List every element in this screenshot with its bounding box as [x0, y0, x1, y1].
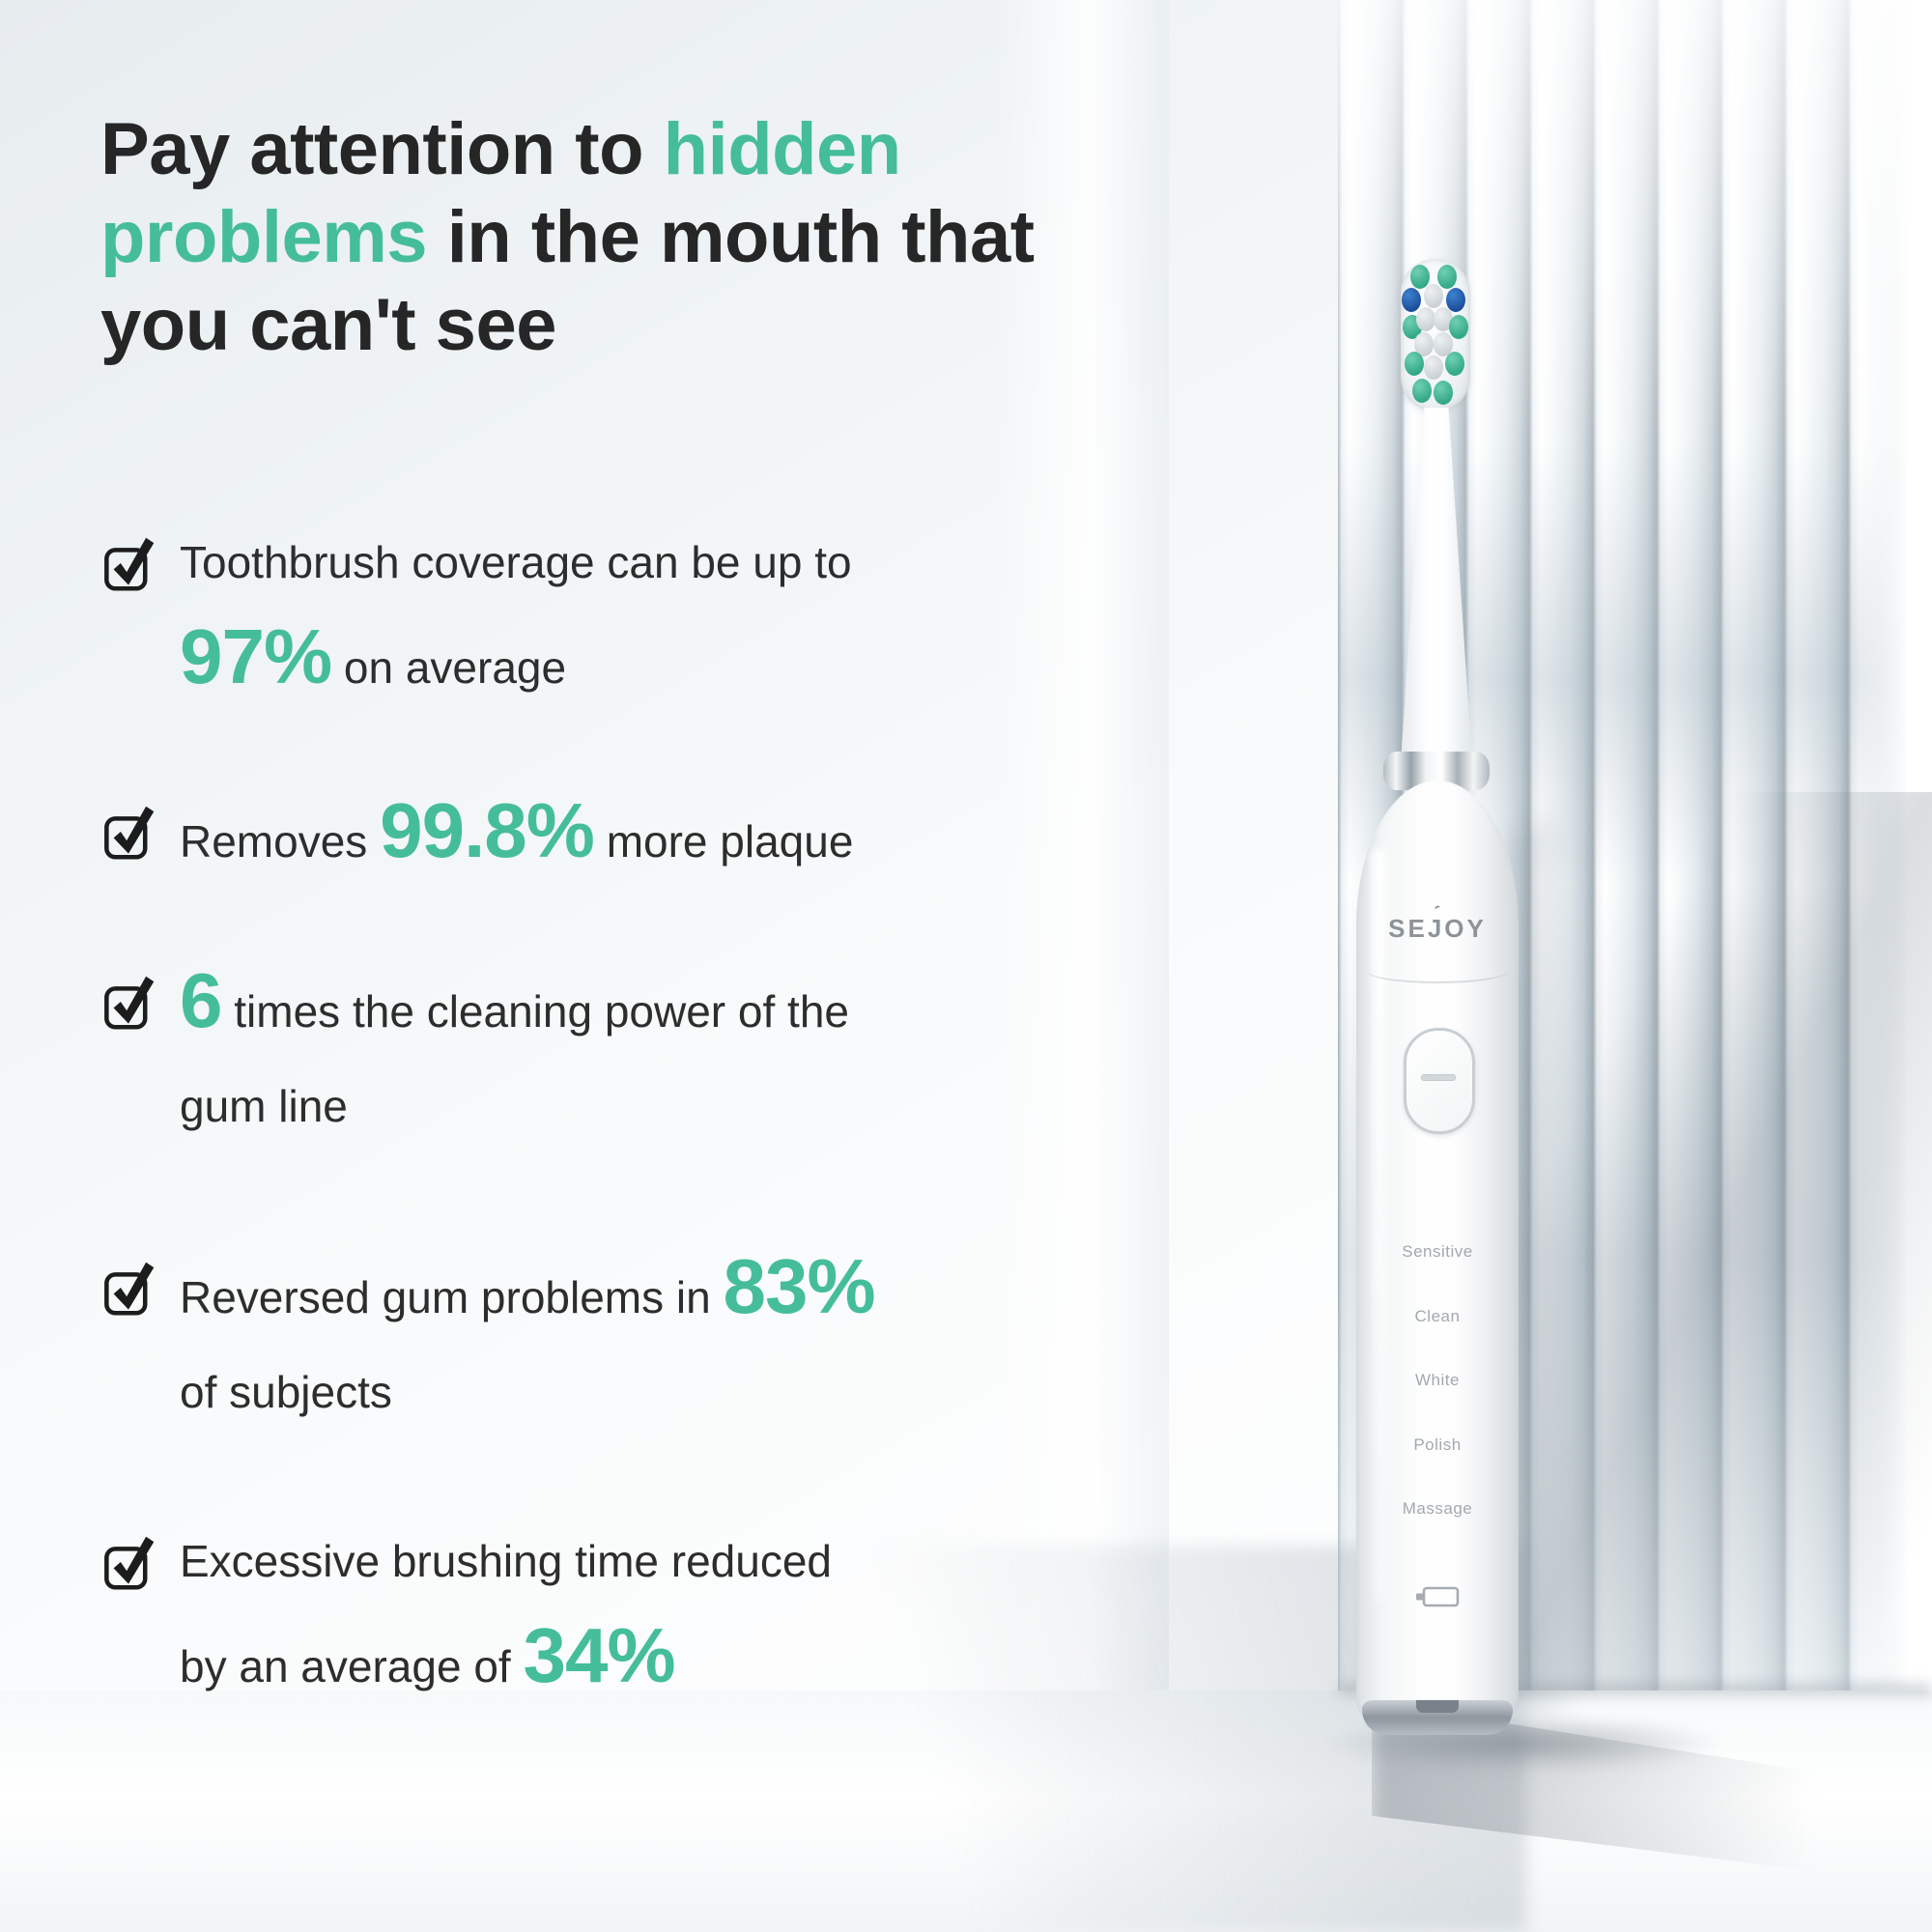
right-light-band	[1850, 0, 1932, 1698]
list-item-text: 6 times the cleaning power of the gum lin…	[180, 962, 849, 1139]
text: of subjects	[180, 1367, 392, 1417]
text: times the cleaning power of the	[221, 986, 849, 1037]
accent-text: 6	[180, 957, 222, 1043]
list-item-line: 97% on average	[180, 618, 852, 700]
list-item-line: Removes 99.8% more plaque	[180, 792, 854, 874]
accent-text: 83%	[723, 1243, 875, 1329]
text: Removes	[180, 816, 381, 867]
list-item-text: Reversed gum problems in 83% of subjects	[180, 1248, 876, 1425]
text: you can't see	[100, 283, 557, 366]
title-line: you can't see	[100, 281, 1298, 369]
list-item-text: Removes 99.8% more plaque	[180, 792, 854, 874]
list-item: Reversed gum problems in 83% of subjects	[100, 1248, 1047, 1425]
accent-text: 34%	[523, 1612, 675, 1698]
accent-text: problems	[100, 195, 428, 278]
list-item: Toothbrush coverage can be up to 97% on a…	[100, 529, 1047, 700]
page-title: Pay attention to hidden problems in the m…	[100, 105, 1298, 369]
list-item: Excessive brushing time reduced by an ave…	[100, 1528, 1047, 1699]
list-item-line: of subjects	[180, 1359, 875, 1425]
list-item-line: Toothbrush coverage can be up to	[180, 529, 852, 595]
text: Toothbrush coverage can be up to	[180, 537, 852, 587]
checkbox-checked-icon	[104, 976, 155, 1030]
text: on average	[331, 642, 567, 693]
title-line: problems in the mouth that	[100, 193, 1298, 281]
list-item-line: gum line	[180, 1073, 849, 1139]
checkbox-checked-icon	[104, 806, 155, 860]
list-item: Removes 99.8% more plaque	[100, 792, 1047, 874]
list-item-line: 6 times the cleaning power of the	[180, 962, 849, 1044]
toothbrush-contact-shadow	[1321, 1716, 1727, 1772]
list-item-line: by an average of 34%	[180, 1617, 832, 1699]
text: Reversed gum problems in	[180, 1272, 724, 1322]
checkbox-checked-icon	[104, 537, 155, 591]
list-item: 6 times the cleaning power of the gum lin…	[100, 962, 1047, 1139]
text: in the mouth that	[427, 195, 1035, 278]
list-item-text: Excessive brushing time reduced by an ave…	[180, 1528, 832, 1699]
text: by an average of	[180, 1641, 524, 1691]
accent-text: 97%	[180, 613, 332, 699]
list-item-line: Reversed gum problems in 83%	[180, 1248, 876, 1330]
title-line: Pay attention to hidden	[100, 105, 1298, 193]
text: Excessive brushing time reduced	[180, 1536, 832, 1586]
accent-text: 99.8%	[380, 787, 595, 873]
text: more plaque	[593, 816, 854, 867]
text: gum line	[180, 1081, 348, 1131]
list-item-text: Toothbrush coverage can be up to 97% on a…	[180, 529, 852, 700]
accent-text: hidden	[663, 107, 902, 190]
text: Pay attention to	[100, 107, 664, 190]
checkbox-checked-icon	[104, 1262, 155, 1316]
checkbox-checked-icon	[104, 1536, 155, 1590]
wall-light-band	[995, 0, 1169, 1700]
list-item-line: Excessive brushing time reduced	[180, 1528, 832, 1594]
